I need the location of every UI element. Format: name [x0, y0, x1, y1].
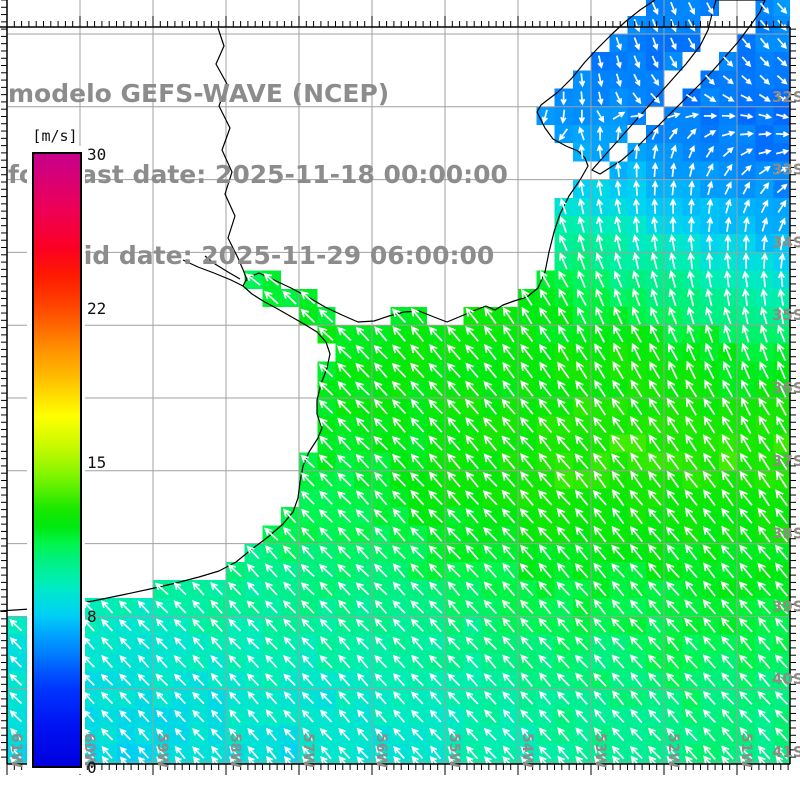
grid-lines — [7, 0, 790, 764]
lon-label: 54W — [519, 733, 535, 768]
river — [204, 255, 241, 280]
lat-label: 41S — [772, 743, 800, 761]
river — [215, 27, 248, 282]
colorbar-tick-label: 15 — [87, 453, 107, 472]
lat-label: 38S — [772, 525, 800, 543]
lat-label: 35S — [772, 306, 800, 324]
lat-label: 34S — [772, 233, 800, 251]
lon-label: 51W — [738, 733, 754, 768]
colorbar-tick-label: 0 — [87, 758, 97, 777]
colorbar-tick-label: 22 — [87, 299, 107, 318]
lon-label: 58W — [227, 733, 243, 768]
lon-label: 60W — [81, 733, 97, 768]
lat-label: 33S — [772, 161, 800, 179]
lon-label: 61W — [8, 733, 24, 768]
colorbar: [m/s] 30 22 15 8 0 — [27, 127, 106, 777]
lon-label: 52W — [665, 733, 681, 768]
lat-label: 37S — [772, 452, 800, 470]
lon-label: 56W — [373, 733, 389, 768]
river — [182, 259, 244, 287]
model-title: modelo GEFS-WAVE (NCEP) — [8, 79, 390, 108]
map-frame — [0, 0, 796, 775]
colorbar-gradient — [32, 152, 82, 768]
lat-label: 36S — [772, 379, 800, 397]
lon-label: 57W — [300, 733, 316, 768]
barrier-island-coast — [591, 0, 766, 175]
colorbar-unit-label: [m/s] — [32, 127, 78, 145]
axis-labels: 32S 33S 34S 35S 36S 37S 38S 39S 40S 41S 61W 60W 59W 5… — [8, 88, 800, 768]
lat-label: 39S — [772, 597, 800, 615]
lon-label: 55W — [446, 733, 462, 768]
lat-label: 32S — [772, 88, 800, 106]
colorbar-tick-label: 8 — [87, 607, 97, 626]
lon-label: 59W — [154, 733, 170, 768]
lon-label: 53W — [592, 733, 608, 768]
lat-label: 40S — [772, 670, 800, 688]
colorbar-tick-label: 30 — [87, 145, 107, 164]
